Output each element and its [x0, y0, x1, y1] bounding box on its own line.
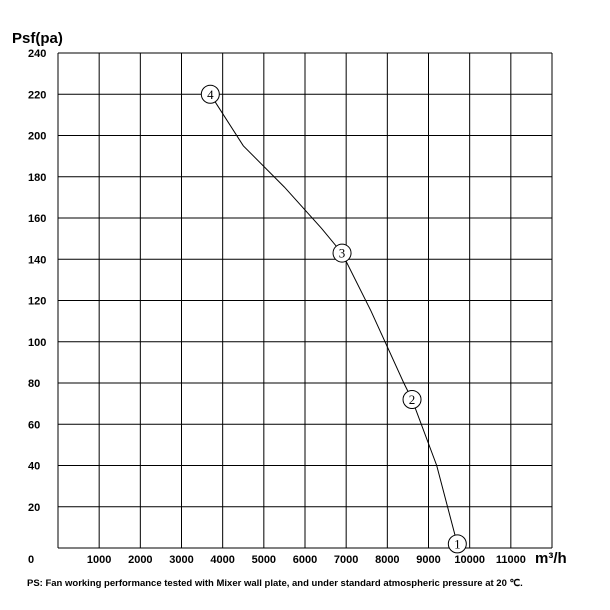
grid	[57, 52, 553, 549]
y-tick-labels: 20 40 60 80 100 120 140 160 180 200 220 240	[28, 48, 46, 514]
x-tick-label: 4000	[210, 554, 234, 566]
operating-point-marker: 3	[332, 243, 352, 263]
x-tick-label: 7000	[334, 554, 358, 566]
x-tick-label: 11000	[496, 554, 526, 566]
operating-point-marker: 4	[200, 84, 220, 104]
x-tick-label: 6000	[293, 554, 317, 566]
operating-point-markers: 1 2 3 4	[200, 84, 467, 554]
y-tick-label: 160	[28, 213, 46, 225]
marker-circle	[447, 534, 467, 554]
x-tick-label: 2000	[128, 554, 152, 566]
marker-label: 1	[454, 536, 461, 551]
marker-circle	[332, 243, 352, 263]
y-axis-title: Psf(pa)	[12, 30, 63, 47]
y-tick-label: 240	[28, 48, 46, 60]
x-tick-label: 0	[28, 554, 34, 566]
y-tick-label: 60	[28, 419, 40, 431]
y-tick-label: 100	[28, 337, 46, 349]
marker-label: 3	[339, 246, 346, 261]
x-tick-labels: 0 1000 2000 3000 4000 5000 6000 7000 8000 9000 100…	[28, 554, 526, 566]
marker-circle	[200, 84, 220, 104]
x-tick-label: 9000	[416, 554, 440, 566]
x-tick-label: 8000	[375, 554, 399, 566]
operating-point-marker: 2	[402, 390, 422, 409]
marker-label: 4	[207, 87, 214, 102]
y-tick-label: 180	[28, 172, 46, 184]
y-tick-label: 20	[28, 502, 40, 514]
performance-curve	[209, 94, 458, 545]
marker-circle	[402, 390, 422, 409]
y-tick-label: 120	[28, 296, 46, 308]
x-tick-label: 3000	[169, 554, 193, 566]
x-tick-label: 1000	[87, 554, 111, 566]
footnote: PS: Fan working performance tested with …	[27, 578, 523, 589]
operating-point-marker: 1	[447, 534, 467, 554]
y-tick-label: 140	[28, 254, 46, 266]
y-tick-label: 80	[28, 378, 40, 390]
y-tick-label: 40	[28, 461, 40, 473]
marker-label: 2	[409, 392, 416, 407]
x-tick-label: 5000	[252, 554, 276, 566]
y-tick-label: 220	[28, 89, 46, 101]
y-tick-label: 200	[28, 131, 46, 143]
x-axis-title: m³/h	[535, 550, 567, 567]
x-tick-label: 10000	[454, 554, 485, 566]
